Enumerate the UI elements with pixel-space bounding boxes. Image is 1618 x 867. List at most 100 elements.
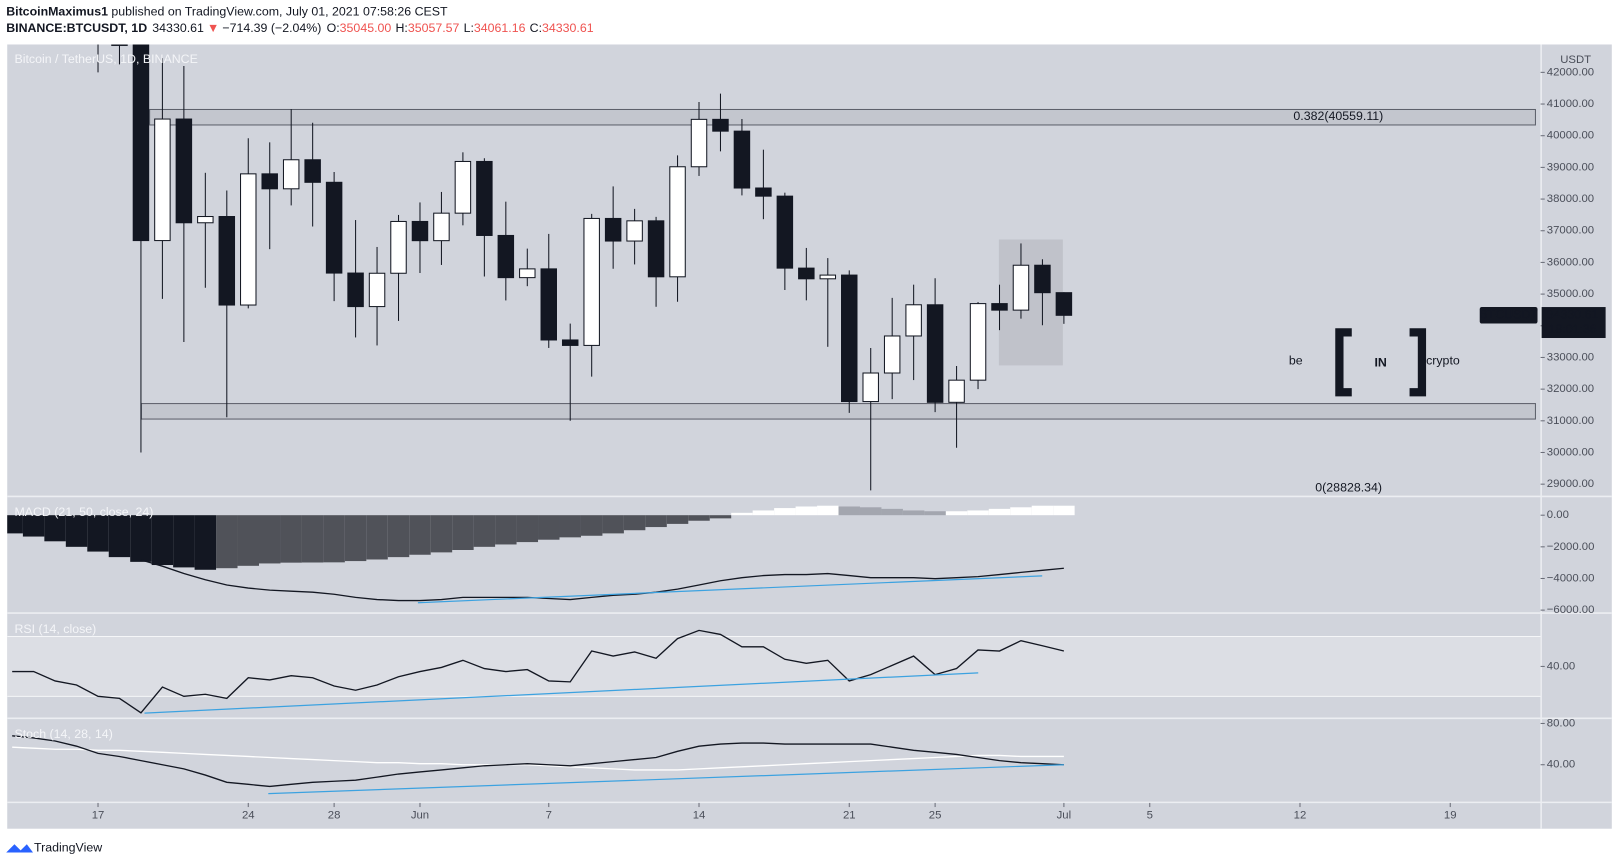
candle-body <box>798 267 815 280</box>
candle-body <box>261 173 278 190</box>
histogram-bar <box>280 515 302 563</box>
candle-body <box>476 160 493 236</box>
y-tick-label: 39000.00 <box>1547 161 1594 173</box>
panel-title: Bitcoin / TetherUS, 1D, BINANCE <box>14 52 197 66</box>
macd-line <box>140 559 1064 602</box>
histogram-bar <box>65 515 88 547</box>
candle-body <box>390 220 407 274</box>
symbol-line: BINANCE:BTCUSDT, 1D 34330.61 ▼ −714.39 (−2.… <box>6 21 594 35</box>
histogram-bar <box>301 515 324 563</box>
panel <box>12 735 1064 788</box>
x-tick-label: 17 <box>92 809 105 821</box>
histogram-bar <box>516 515 539 543</box>
histogram-bar <box>237 515 259 566</box>
candle-body <box>304 159 321 183</box>
symbol-box <box>1479 307 1538 324</box>
histogram-bar <box>344 515 367 562</box>
symbol: BINANCE:BTCUSDT, 1D <box>6 21 147 35</box>
y-tick-label: 40000.00 <box>1547 130 1594 142</box>
trend-line <box>417 575 1043 604</box>
series-line <box>12 735 1064 788</box>
candle-body <box>154 118 171 242</box>
histogram-bar <box>817 505 839 516</box>
panel-title: RSI (14, close) <box>14 622 96 636</box>
fib-label: 0(28828.34) <box>1315 480 1382 494</box>
logo-left: be <box>1289 354 1303 368</box>
footer-logo <box>6 844 34 853</box>
resistance-zone <box>149 108 1536 126</box>
x-tick-label: 25 <box>929 809 942 821</box>
last-price-label: 34330.61 <box>1547 308 1599 322</box>
candle-body <box>626 220 643 242</box>
histogram-bar <box>967 510 989 516</box>
histogram-bar <box>709 515 732 519</box>
x-tick-label: 21 <box>843 809 856 821</box>
histogram-bar <box>731 512 753 516</box>
x-tick-label: 5 <box>1147 809 1153 821</box>
candle-body <box>583 217 600 346</box>
candle-body <box>175 118 193 224</box>
candle-body <box>519 268 536 279</box>
y-tick-label: 33000.00 <box>1547 351 1594 363</box>
x-tick-label: 19 <box>1444 809 1457 821</box>
y-tick-label: 37000.00 <box>1547 225 1594 237</box>
y-tick-label: 40.00 <box>1547 660 1575 672</box>
histogram-bar <box>44 515 66 542</box>
y-tick-label: 80.00 <box>1547 717 1575 729</box>
histogram-bar <box>130 515 152 562</box>
y-tick-label: 35000.00 <box>1547 288 1594 300</box>
histogram-bar <box>22 515 45 537</box>
histogram-bar <box>881 508 903 516</box>
price-axis: 40.00 <box>1540 660 1575 672</box>
histogram-bar <box>752 510 775 516</box>
x-tick-label: 12 <box>1294 809 1307 821</box>
ohlc-label: L: <box>464 21 474 35</box>
last-price: 34330.61 <box>152 21 204 35</box>
histogram-bar <box>173 515 195 568</box>
candle-body <box>561 339 579 346</box>
x-tick-label: 14 <box>693 809 706 821</box>
histogram-bar <box>409 515 431 555</box>
panel-title: Stoch (14, 28, 14) <box>14 727 112 741</box>
histogram-bar <box>924 511 946 516</box>
histogram-bar <box>216 515 238 569</box>
candle-body <box>712 118 729 132</box>
histogram-bar <box>495 515 517 545</box>
histogram-bar <box>194 515 217 570</box>
y-tick-label: 40.00 <box>1547 759 1575 771</box>
candle-body <box>347 272 364 308</box>
candle-body <box>1055 292 1073 316</box>
arrow: ▼ <box>207 21 219 35</box>
y-tick-label: 31000.00 <box>1547 415 1594 427</box>
candle-body <box>948 379 965 403</box>
candle-body <box>926 304 944 403</box>
candle-body <box>862 372 879 403</box>
x-tick-label: 24 <box>242 809 255 821</box>
candle-body <box>883 335 901 374</box>
candle-body <box>197 216 214 224</box>
candle-body <box>497 234 515 279</box>
band-fill <box>7 636 1541 697</box>
histogram-bar <box>87 515 109 552</box>
histogram-bar <box>580 515 603 536</box>
logo-bracket <box>1335 328 1427 397</box>
candle-body <box>325 181 343 274</box>
histogram-bar <box>1010 507 1032 516</box>
y-tick-label: 38000.00 <box>1547 193 1594 205</box>
candle-body <box>776 195 794 269</box>
author: BitcoinMaximus1 <box>6 5 108 19</box>
trend-line <box>268 764 1064 795</box>
panels: 29000.00 30000.00 31000.00 32000.00 33000.00… <box>7 44 1606 821</box>
header-line: BitcoinMaximus1 published on TradingView… <box>6 5 448 19</box>
histogram-bar <box>151 515 174 566</box>
separators <box>7 44 1612 829</box>
candle-body <box>282 159 300 190</box>
logo-right: crypto <box>1426 354 1460 368</box>
histogram-bar <box>452 515 474 551</box>
countdown: 18:01:36 <box>1549 322 1597 336</box>
ohlc-value: 35057.57 <box>408 21 460 35</box>
y-tick-label: 42000.00 <box>1547 66 1594 78</box>
histogram-bar <box>323 515 345 563</box>
panel <box>97 44 1073 491</box>
